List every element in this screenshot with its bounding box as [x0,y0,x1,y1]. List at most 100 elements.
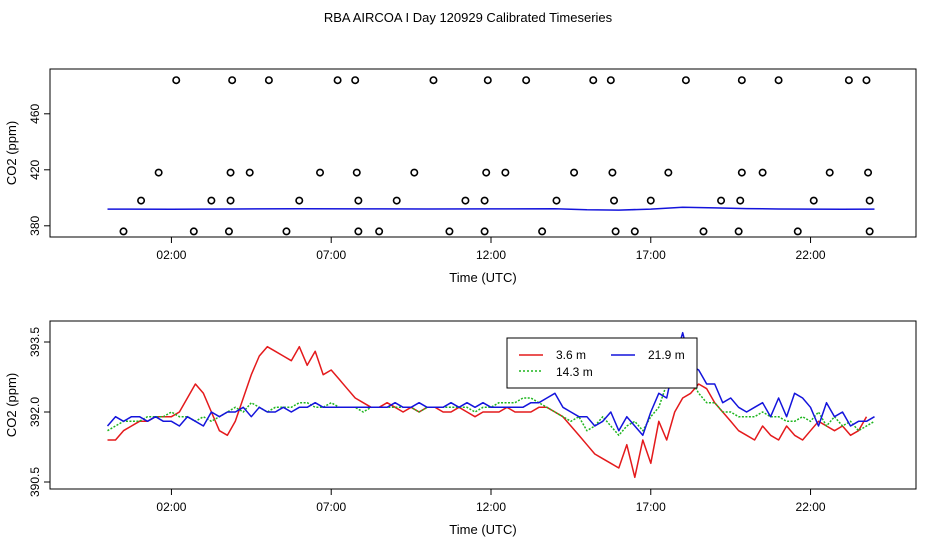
line-x-axis-label: Time (UTC) [449,522,516,537]
scatter-point-11 [737,76,746,85]
scatter-point-4 [351,76,360,85]
scatter-point-0 [172,76,181,85]
scatter-point-24 [608,168,617,177]
figure-title: RBA AIRCOA I Day 120929 Calibrated Times… [324,10,613,25]
scatter-x-tick-label-4: 22:00 [796,248,826,262]
scatter-x-axis: 02:00 07:00 12:00 17:00 22:00 [156,237,826,262]
scatter-point-6 [483,76,492,85]
scatter-point-10 [681,76,690,85]
line-x-tick-label-2: 12:00 [476,500,506,514]
scatter-marks [107,76,875,236]
line-y-tick-label-1: 392.0 [28,397,42,427]
scatter-point-36 [461,196,470,205]
scatter-y-tick-label-1: 420 [28,159,42,179]
scatter-point-53 [538,227,547,236]
scatter-point-50 [375,227,384,236]
legend-label-21-9m: 21.9 m [648,348,685,362]
scatter-point-34 [354,196,363,205]
scatter-point-9 [606,76,615,85]
scatter-point-35 [392,196,401,205]
legend-label-14-3m: 14.3 m [556,365,593,379]
line-x-tick-label-3: 17:00 [636,500,666,514]
scatter-point-15 [154,168,163,177]
scatter-point-38 [552,196,561,205]
scatter-point-12 [774,76,783,85]
line-y-axis: 390.5 392.0 393.5 [28,327,50,497]
line-y-tick-label-2: 393.5 [28,327,42,357]
scatter-point-29 [864,168,873,177]
scatter-point-13 [844,76,853,85]
scatter-panel: 380 420 460 02:00 07:00 12:00 17:00 22:00 Time… [4,68,917,285]
scatter-point-48 [282,227,291,236]
scatter-point-55 [630,227,639,236]
scatter-point-19 [352,168,361,177]
line-y-axis-label: CO2 (ppm) [4,373,19,437]
scatter-point-17 [245,168,254,177]
line-x-tick-label-0: 02:00 [156,500,186,514]
legend: 3.6 m 14.3 m 21.9 m [506,337,698,389]
scatter-point-45 [119,227,128,236]
scatter-point-16 [226,168,235,177]
scatter-panel-frame [49,68,917,238]
legend-box [506,337,698,389]
scatter-point-51 [445,227,454,236]
legend-label-3-6m: 3.6 m [556,348,586,362]
scatter-y-axis-label: CO2 (ppm) [4,121,19,185]
scatter-point-52 [480,227,489,236]
scatter-point-40 [646,196,655,205]
scatter-point-56 [699,227,708,236]
scatter-y-tick-label-2: 460 [28,103,42,123]
scatter-point-22 [501,168,510,177]
scatter-point-8 [589,76,598,85]
scatter-point-57 [734,227,743,236]
line-panel-frame [49,320,917,490]
scatter-point-5 [429,76,438,85]
scatter-point-27 [758,168,767,177]
series-line-14-3-m [107,364,875,437]
scatter-point-30 [137,196,146,205]
scatter-point-20 [410,168,419,177]
scatter-point-21 [482,168,491,177]
scatter-point-49 [354,227,363,236]
scatter-point-33 [295,196,304,205]
line-x-tick-label-4: 22:00 [796,500,826,514]
scatter-point-7 [522,76,531,85]
series-line-3-6-m [107,345,868,479]
line-y-tick-label-0: 390.5 [28,467,42,497]
scatter-point-37 [480,196,489,205]
scatter-x-tick-label-3: 17:00 [636,248,666,262]
scatter-point-44 [865,196,874,205]
scatter-point-18 [316,168,325,177]
scatter-x-tick-label-0: 02:00 [156,248,186,262]
scatter-point-43 [809,196,818,205]
scatter-point-54 [611,227,620,236]
line-x-axis: 02:00 07:00 12:00 17:00 22:00 [156,489,826,514]
scatter-x-axis-label: Time (UTC) [449,270,516,285]
scatter-point-46 [189,227,198,236]
scatter-point-59 [865,227,874,236]
scatter-point-14 [862,76,871,85]
scatter-point-58 [793,227,802,236]
scatter-point-25 [664,168,673,177]
line-x-tick-label-1: 07:00 [316,500,346,514]
scatter-point-2 [264,76,273,85]
scatter-x-tick-label-1: 07:00 [316,248,346,262]
scatter-point-32 [226,196,235,205]
series-line-21-9-m [106,331,875,437]
line-panel: 390.5 392.0 393.5 02:00 07:00 12:00 17:00 22:0… [4,320,917,537]
scatter-point-47 [224,227,233,236]
scatter-y-tick-label-0: 380 [28,215,42,235]
scatter-point-1 [228,76,237,85]
scatter-point-41 [717,196,726,205]
scatter-y-axis: 380 420 460 [28,103,50,236]
line-marks [106,331,875,479]
scatter-point-28 [825,168,834,177]
scatter-point-42 [736,196,745,205]
scatter-point-3 [333,76,342,85]
scatter-point-23 [570,168,579,177]
scatter-line-series-0 [107,206,875,211]
scatter-point-39 [610,196,619,205]
scatter-x-tick-label-2: 12:00 [476,248,506,262]
scatter-point-31 [207,196,216,205]
